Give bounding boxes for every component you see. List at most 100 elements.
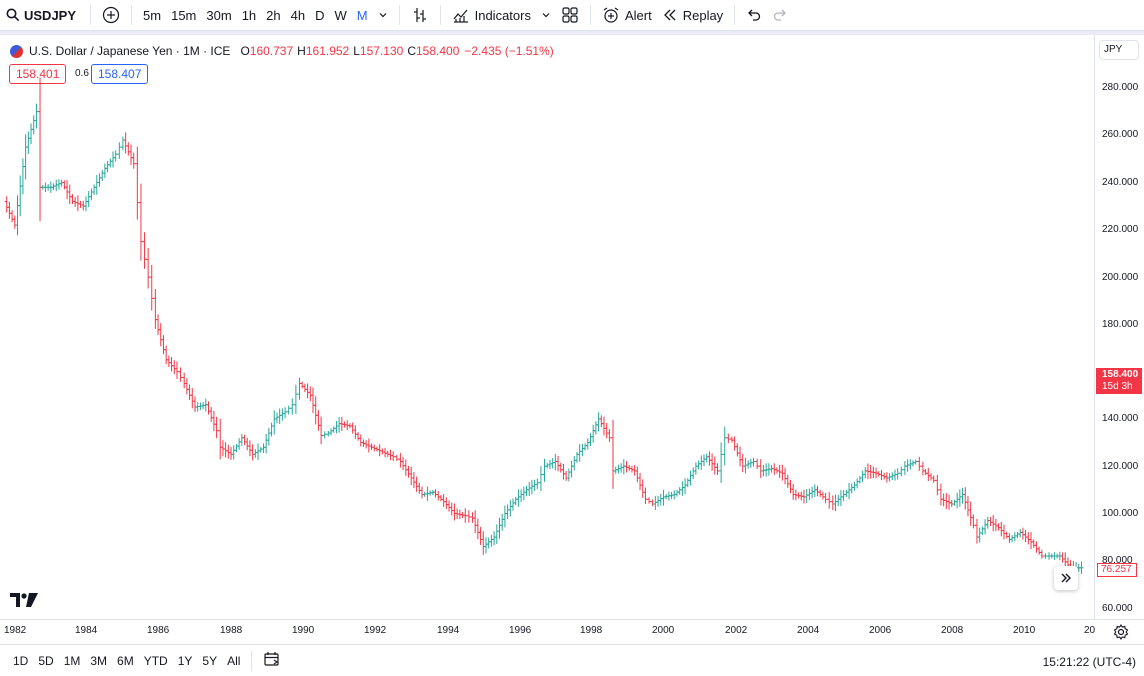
range-1d[interactable]: 1D bbox=[13, 653, 29, 668]
interval-5m[interactable]: 5m bbox=[143, 7, 162, 23]
ohlc-bar bbox=[182, 372, 187, 389]
ohlc-bar bbox=[599, 415, 604, 428]
ohlc-bar bbox=[81, 200, 86, 211]
ohlc-bar bbox=[322, 431, 327, 439]
ohlc-bar bbox=[735, 443, 740, 457]
plus-circle-icon bbox=[102, 6, 120, 24]
ohlc-bar bbox=[957, 489, 962, 507]
interval-4h[interactable]: 4h bbox=[290, 7, 306, 23]
ohlc-bar bbox=[748, 458, 753, 468]
tradingview-logo-icon[interactable] bbox=[10, 592, 38, 613]
range-5d[interactable]: 5D bbox=[38, 653, 54, 668]
ohlc-bar bbox=[629, 465, 634, 473]
ohlc-bar bbox=[187, 384, 192, 401]
indicators-button[interactable]: Indicators bbox=[447, 0, 536, 31]
ohlc-bar bbox=[329, 428, 334, 436]
range-1m[interactable]: 1M bbox=[63, 653, 81, 668]
ohlc-bar bbox=[492, 531, 497, 546]
ohlc-bar bbox=[895, 468, 900, 480]
indicators-dropdown[interactable] bbox=[536, 0, 556, 31]
ohlc-bar bbox=[398, 452, 403, 468]
ohlc-bar bbox=[726, 433, 731, 444]
ohlc-bar bbox=[272, 410, 277, 435]
interval-w[interactable]: W bbox=[334, 7, 347, 23]
ohlc-bar bbox=[538, 466, 543, 492]
range-5y[interactable]: 5Y bbox=[202, 653, 218, 668]
scroll-to-realtime-button[interactable] bbox=[1054, 566, 1078, 590]
ohlc-bar bbox=[1007, 533, 1012, 543]
ohlc-bar bbox=[229, 447, 234, 460]
ohlc-bar bbox=[607, 428, 612, 442]
ohlc-bar bbox=[7, 201, 12, 219]
ohlc-bar bbox=[923, 468, 928, 476]
alert-button[interactable]: Alert bbox=[597, 0, 657, 31]
ohlc-bar bbox=[51, 183, 56, 191]
ohlc-bar bbox=[417, 482, 422, 494]
ohlc-bar bbox=[59, 179, 64, 187]
ohlc-bar bbox=[511, 498, 516, 511]
ohlc-bar bbox=[86, 191, 91, 208]
ohlc-bar bbox=[108, 158, 113, 168]
replay-button[interactable]: Replay bbox=[657, 0, 728, 31]
ohlc-bar bbox=[823, 492, 828, 504]
ohlc-bar bbox=[438, 494, 443, 502]
interval-30m[interactable]: 30m bbox=[206, 7, 232, 23]
ohlc-bar bbox=[220, 440, 225, 457]
range-1y[interactable]: 1Y bbox=[177, 653, 193, 668]
ohlc-bar bbox=[94, 175, 99, 195]
ohlc-bar bbox=[812, 484, 817, 497]
ohlc-bar bbox=[938, 483, 943, 506]
ohlc-bar bbox=[545, 462, 550, 469]
ohlc-bar bbox=[836, 494, 841, 507]
chart-type-button[interactable] bbox=[406, 0, 434, 31]
ohlc-bar bbox=[334, 421, 339, 434]
ohlc-bar bbox=[640, 479, 645, 498]
ohlc-bar bbox=[280, 408, 285, 421]
symbol-search[interactable]: USDJPY bbox=[0, 0, 84, 31]
layouts-button[interactable] bbox=[556, 0, 584, 31]
interval-1h[interactable]: 1h bbox=[241, 7, 257, 23]
interval-dropdown[interactable] bbox=[373, 0, 393, 31]
undo-button[interactable] bbox=[741, 0, 767, 31]
ohlc-bar bbox=[231, 445, 236, 460]
compare-button[interactable] bbox=[97, 0, 125, 31]
price-chart[interactable] bbox=[0, 35, 1094, 619]
ohlc-bar bbox=[319, 416, 324, 445]
change-value: −2.435 (−1.51%) bbox=[464, 44, 554, 58]
range-3m[interactable]: 3M bbox=[90, 653, 108, 668]
interval-m[interactable]: M bbox=[356, 7, 368, 23]
ohlc-bar bbox=[566, 468, 571, 482]
ohlc-bar bbox=[899, 466, 904, 477]
chevron-down-icon bbox=[542, 13, 550, 18]
ohlc-bar bbox=[661, 489, 666, 506]
redo-button[interactable] bbox=[767, 0, 793, 31]
ohlc-bar bbox=[388, 449, 393, 461]
interval-d[interactable]: D bbox=[315, 7, 325, 23]
range-ytd[interactable]: YTD bbox=[143, 653, 168, 668]
ohlc-bar bbox=[1020, 527, 1025, 540]
price-axis[interactable] bbox=[1094, 35, 1144, 619]
time-label: 2000 bbox=[652, 625, 675, 636]
timezone-clock[interactable]: 15:21:22 (UTC-4) bbox=[1042, 655, 1136, 669]
range-6m[interactable]: 6M bbox=[117, 653, 134, 668]
ohlc-bar bbox=[441, 493, 446, 507]
open-key: O bbox=[240, 44, 250, 58]
range-all[interactable]: All bbox=[227, 653, 241, 668]
ohlc-bar bbox=[1012, 532, 1017, 542]
divider bbox=[131, 5, 133, 25]
interval-15m[interactable]: 15m bbox=[171, 7, 197, 23]
buy-price-button[interactable]: 158.407 bbox=[91, 64, 149, 84]
interval-2h[interactable]: 2h bbox=[266, 7, 281, 23]
ohlc-bar bbox=[266, 427, 271, 446]
goto-date-button[interactable] bbox=[258, 651, 286, 670]
sell-price-button[interactable]: 158.401 bbox=[9, 64, 67, 84]
time-axis[interactable] bbox=[0, 619, 1144, 645]
chart-settings-button[interactable] bbox=[1112, 623, 1132, 641]
ohlc-bar bbox=[674, 490, 679, 497]
price-label: 140.000 bbox=[1102, 413, 1139, 424]
ohlc-bar bbox=[985, 516, 990, 529]
ohlc-bar bbox=[361, 439, 366, 447]
ohlc-bar bbox=[156, 314, 161, 335]
ohlc-bar bbox=[627, 464, 632, 471]
currency-button[interactable]: JPY bbox=[1099, 40, 1139, 60]
